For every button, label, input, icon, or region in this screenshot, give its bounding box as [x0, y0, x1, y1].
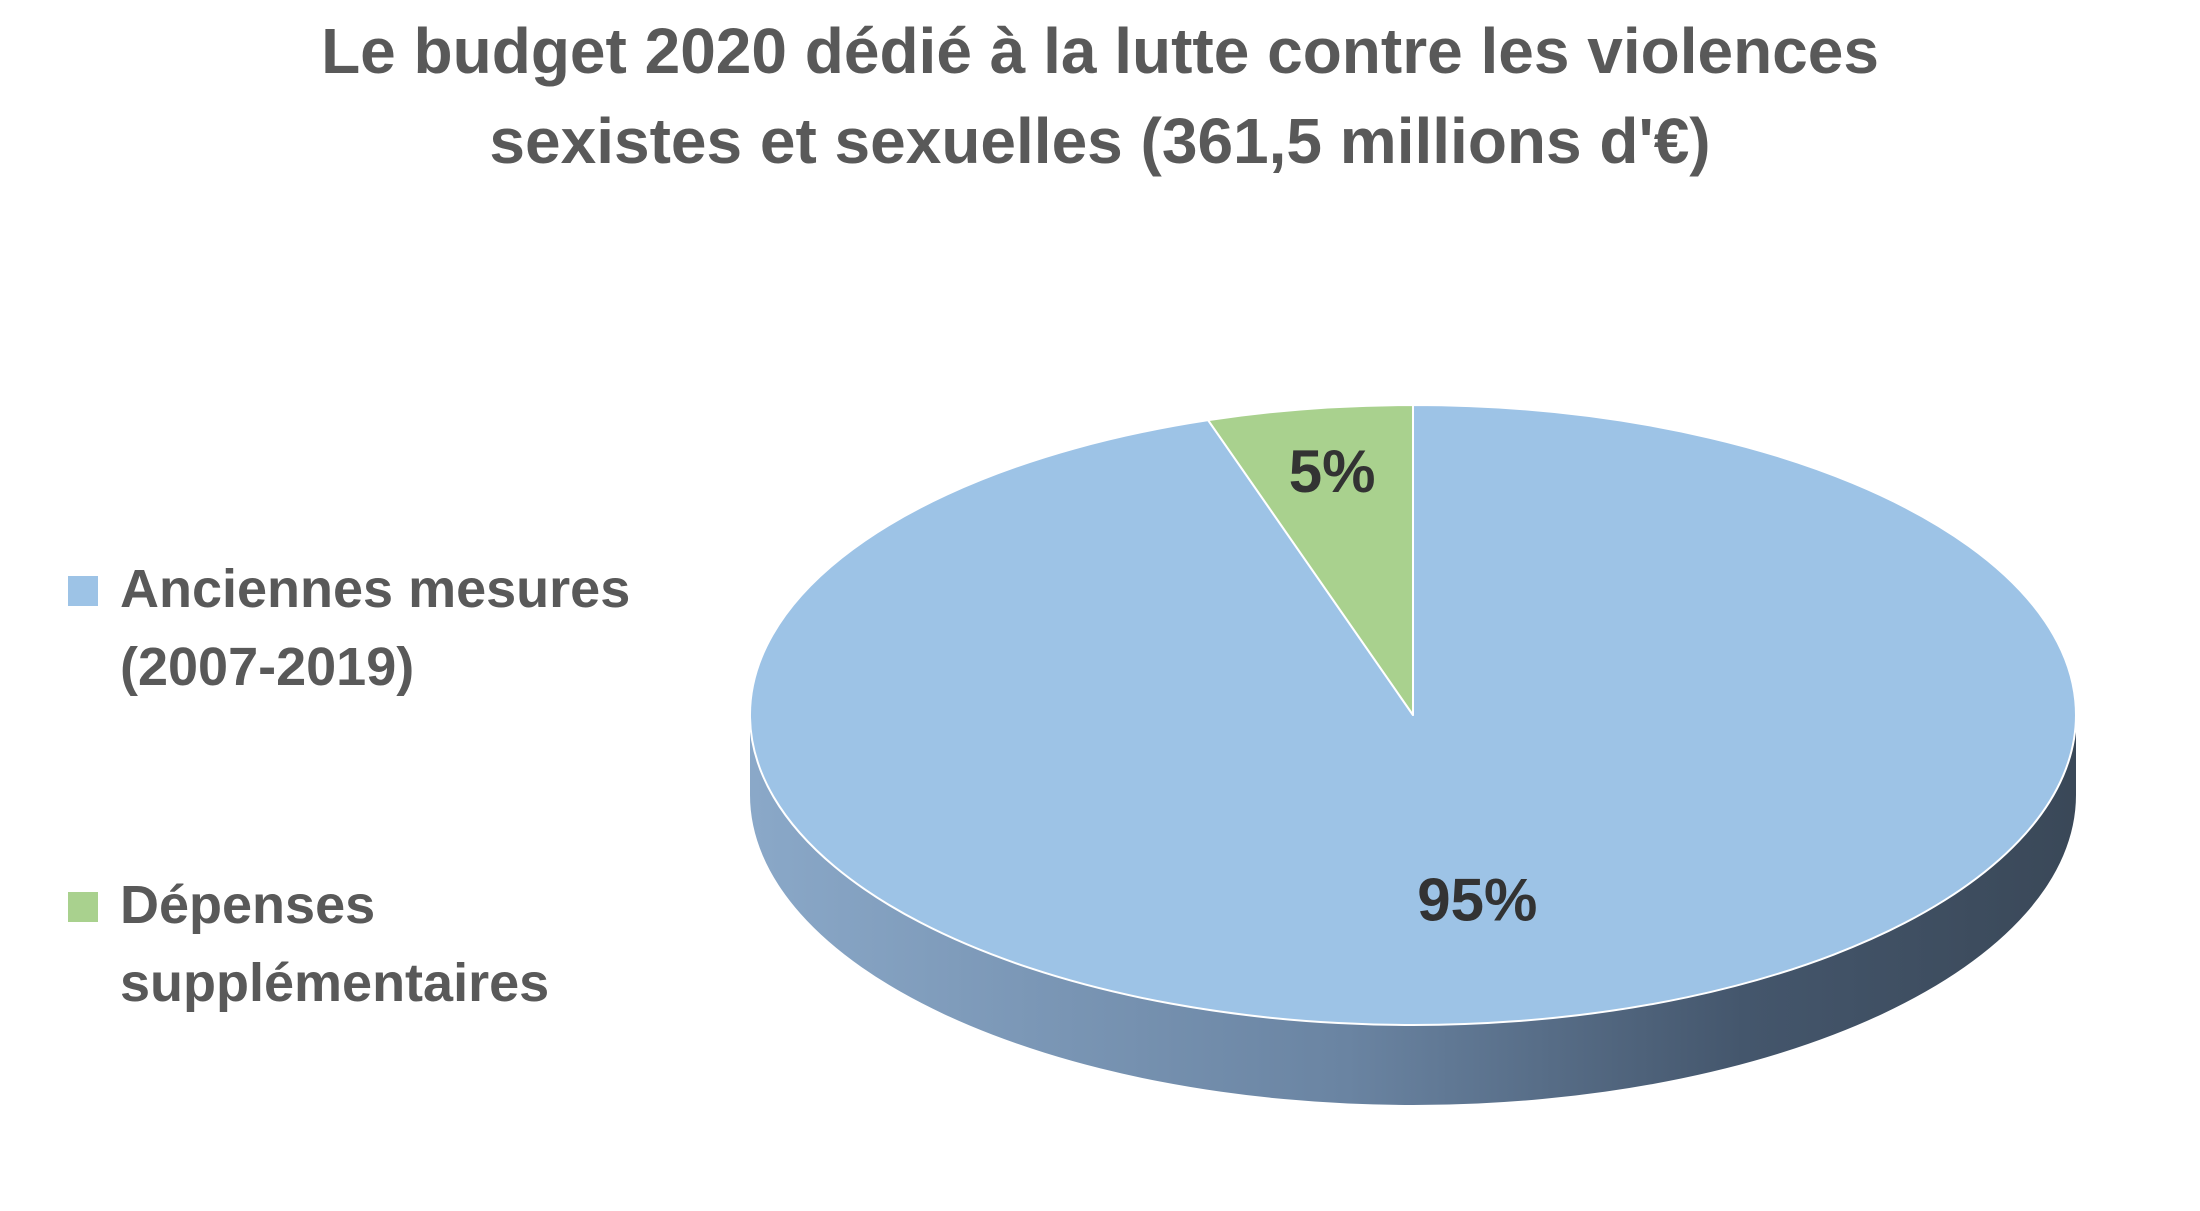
legend-item-depenses-supplementaires: Dépenses supplémentaires	[68, 866, 668, 1022]
legend-swatch-anciennes-mesures	[68, 576, 98, 606]
legend: Anciennes mesures (2007-2019) Dépenses s…	[68, 550, 668, 1022]
legend-label-line: (2007-2019)	[120, 637, 415, 697]
chart-title-line-2: sexistes et sexuelles (361,5 millions d'…	[489, 105, 1711, 177]
pie-label-layer: 95% 5%	[1289, 438, 1538, 934]
legend-label-line: Anciennes mesures	[120, 559, 631, 619]
legend-label-line: Dépenses	[120, 875, 376, 935]
chart-title-line-1: Le budget 2020 dédié à la lutte contre l…	[321, 15, 1879, 87]
legend-label-anciennes-mesures: Anciennes mesures (2007-2019)	[120, 550, 668, 706]
legend-item-anciennes-mesures: Anciennes mesures (2007-2019)	[68, 550, 668, 706]
pie-top-layer	[748, 404, 2077, 1026]
data-label-anciennes-mesures-2007-2019: 95%	[1417, 867, 1537, 934]
pie-slice-side-anciennes-mesures-2007-2019	[750, 715, 2076, 1105]
pie-side-layer	[750, 715, 2076, 1105]
data-label-d-penses-suppl-mentaires: 5%	[1289, 438, 1376, 505]
chart-title: Le budget 2020 dédié à la lutte contre l…	[0, 6, 2200, 186]
legend-swatch-depenses-supplementaires	[68, 892, 98, 922]
pie-slice-d-penses-suppl-mentaires	[1207, 404, 1414, 716]
legend-label-line: supplémentaires	[120, 953, 550, 1013]
legend-label-depenses-supplementaires: Dépenses supplémentaires	[120, 866, 668, 1022]
